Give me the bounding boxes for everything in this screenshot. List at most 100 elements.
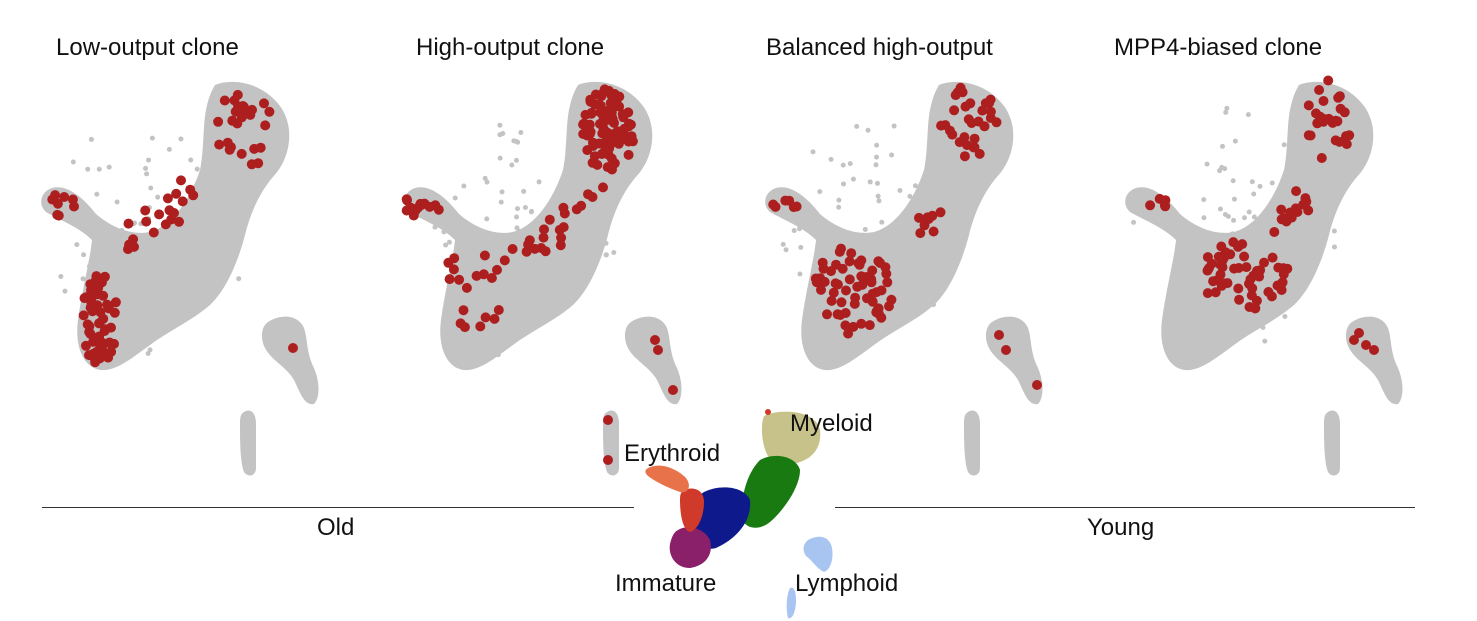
clone-cell xyxy=(600,137,611,148)
clone-cell xyxy=(475,321,486,332)
background-cell xyxy=(844,235,850,241)
clone-cell xyxy=(492,264,502,275)
clone-cell xyxy=(540,246,551,257)
background-cell xyxy=(161,259,167,265)
background-cell xyxy=(94,191,100,197)
background-cell xyxy=(452,195,458,201)
background-cell xyxy=(155,194,161,200)
background-cell xyxy=(194,166,200,172)
clone-cell xyxy=(1208,276,1219,287)
background-cell xyxy=(836,197,842,203)
clone-cell xyxy=(980,98,991,109)
background-cell xyxy=(1228,318,1234,324)
background-cell xyxy=(894,237,900,243)
background-cell xyxy=(603,240,609,246)
clone-cell xyxy=(1286,212,1297,223)
clone-cell xyxy=(985,113,996,123)
background-cell xyxy=(484,216,490,222)
background-cell xyxy=(1331,244,1337,250)
clone-cell xyxy=(1001,345,1011,355)
background-cell xyxy=(1285,231,1291,237)
old-divider-line xyxy=(42,507,634,508)
clone-cell xyxy=(609,117,619,128)
background-cell xyxy=(924,287,930,293)
panel-title-mpp4-biased: MPP4-biased clone xyxy=(1114,34,1323,61)
background-cell xyxy=(470,243,476,249)
clone-cell xyxy=(603,415,613,425)
clone-cell xyxy=(461,282,472,293)
background-cell xyxy=(206,218,212,224)
clone-cell xyxy=(1233,263,1244,273)
erythroid-region xyxy=(645,465,689,493)
background-cell xyxy=(149,135,155,141)
clone-cell xyxy=(598,123,609,134)
umap-panel-balanced xyxy=(765,81,1043,476)
background-cell xyxy=(870,250,876,256)
clone-cell xyxy=(818,263,829,274)
background-cell xyxy=(501,269,507,275)
clone-cell xyxy=(479,250,490,261)
clone-cell xyxy=(521,246,532,257)
background-cell xyxy=(1231,196,1237,202)
clone-cell xyxy=(822,309,832,320)
background-cell xyxy=(1316,223,1322,229)
background-cell xyxy=(166,146,172,152)
clone-cell xyxy=(98,313,109,324)
background-cell xyxy=(91,216,97,222)
background-cell xyxy=(107,240,113,246)
background-cell xyxy=(836,204,842,210)
background-cell xyxy=(1230,178,1236,184)
clone-cell xyxy=(945,125,955,136)
clone-cell xyxy=(91,271,102,282)
background-cell xyxy=(482,175,488,181)
background-cell xyxy=(1245,112,1251,118)
clone-cell xyxy=(955,82,966,93)
background-cell xyxy=(907,222,913,228)
clone-cell xyxy=(960,101,971,112)
clone-cell xyxy=(1369,345,1379,355)
clone-cell xyxy=(401,194,412,205)
clone-cell xyxy=(235,105,246,116)
clone-cell xyxy=(864,320,875,331)
clone-cell xyxy=(1202,288,1213,299)
clone-cell xyxy=(1234,294,1245,305)
clone-cell xyxy=(1333,92,1344,103)
clone-cell xyxy=(555,240,566,251)
clone-cell xyxy=(433,204,444,215)
clone-cell xyxy=(589,151,600,162)
background-cell xyxy=(145,281,151,287)
clone-cell xyxy=(974,148,985,159)
background-cell xyxy=(572,222,578,228)
background-cell xyxy=(446,239,452,245)
background-cell xyxy=(515,139,521,145)
clone-cell xyxy=(1210,287,1221,298)
background-cell xyxy=(875,193,881,199)
clone-cell xyxy=(768,199,779,210)
clone-cell xyxy=(826,266,836,277)
clone-cell xyxy=(1245,274,1256,285)
label-lymphoid: Lymphoid xyxy=(795,570,899,597)
clone-cell xyxy=(59,192,70,202)
background-cell xyxy=(106,164,112,170)
clone-cell xyxy=(544,214,555,225)
background-cell xyxy=(119,227,125,233)
clone-cell xyxy=(841,285,851,296)
background-cell xyxy=(940,222,946,228)
background-cell xyxy=(514,225,520,231)
clone-cell xyxy=(232,118,243,129)
clone-cell xyxy=(538,232,549,243)
background-cell xyxy=(833,333,839,339)
background-cell xyxy=(905,228,911,234)
clone-cell xyxy=(914,212,924,223)
clone-cell xyxy=(246,159,257,170)
background-cell xyxy=(1321,204,1327,210)
umap-lymphoid-island xyxy=(261,316,319,405)
background-cell xyxy=(225,218,231,224)
background-cell xyxy=(441,229,447,235)
background-cell xyxy=(1249,179,1255,185)
lymphoid-island-region xyxy=(803,536,833,572)
clone-cell xyxy=(444,274,455,285)
clone-cell xyxy=(623,107,634,118)
background-cell xyxy=(1257,183,1263,189)
